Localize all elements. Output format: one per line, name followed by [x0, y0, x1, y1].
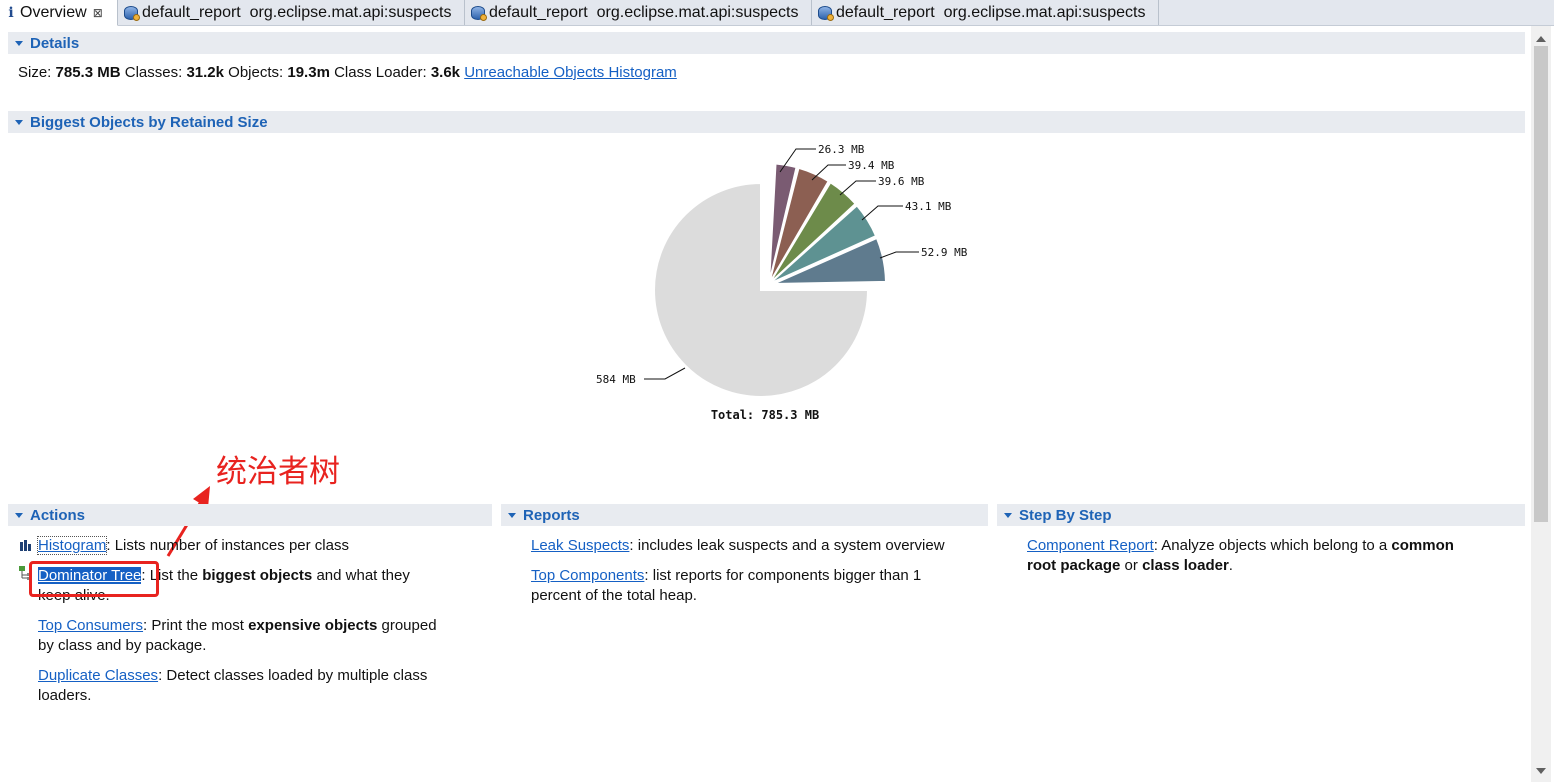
component-report-step: Component Report: Analyze objects which …	[1027, 537, 1454, 574]
pie-slice	[653, 181, 870, 398]
scrollbar-thumb[interactable]	[1534, 46, 1548, 522]
pie-slice	[768, 166, 831, 285]
collapse-triangle-icon	[15, 512, 23, 518]
pie-total-label: Total: 785.3 MB	[711, 408, 819, 422]
pie-leader-line	[879, 251, 919, 259]
pie-leader-line	[839, 180, 876, 196]
tab-overview[interactable]: i Overview ⊠	[0, 0, 118, 26]
biggest-objects-section-header[interactable]: Biggest Objects by Retained Size	[8, 111, 1525, 133]
tab-default-report-1[interactable]: default_report org.eclipse.mat.api:suspe…	[118, 0, 465, 25]
pie-slice	[768, 180, 857, 285]
class-loader-value: 3.6k	[430, 64, 461, 81]
pie-slice-label: 52.9 MB	[921, 246, 968, 259]
actions-section-header[interactable]: Actions	[8, 504, 492, 526]
pie-leader-line	[861, 205, 903, 221]
annotation-highlight-box	[29, 561, 159, 597]
top-consumers-action: Top Consumers: Print the most expensive …	[38, 617, 437, 654]
pie-leader-line	[779, 148, 816, 173]
section-title: Step By Step	[1019, 506, 1112, 524]
pie-slice-label: 39.6 MB	[878, 175, 925, 188]
section-title: Biggest Objects by Retained Size	[30, 113, 268, 131]
section-title: Reports	[523, 506, 580, 524]
pie-leader-line	[811, 164, 846, 181]
dominator-tree-link[interactable]: Dominator Tree	[36, 566, 143, 585]
classes-value: 31.2k	[186, 64, 224, 81]
histogram-icon	[20, 540, 32, 551]
scroll-up-arrow-icon[interactable]	[1536, 36, 1546, 42]
reports-section-header[interactable]: Reports	[501, 504, 988, 526]
tab-label: Overview	[20, 3, 87, 21]
collapse-triangle-icon	[15, 119, 23, 125]
vertical-scrollbar[interactable]	[1531, 26, 1551, 782]
database-icon	[471, 5, 487, 21]
database-icon	[818, 5, 834, 21]
leak-suspects-report: Leak Suspects: includes leak suspects an…	[531, 537, 945, 554]
tab-label: default_report org.eclipse.mat.api:suspe…	[489, 3, 799, 21]
unreachable-objects-histogram-link[interactable]: Unreachable Objects Histogram	[464, 64, 677, 81]
size-value: 785.3 MB	[55, 64, 121, 81]
tab-default-report-3[interactable]: default_report org.eclipse.mat.api:suspe…	[812, 0, 1159, 25]
histogram-action: Histogram: Lists number of instances per…	[36, 536, 349, 555]
duplicate-classes-link[interactable]: Duplicate Classes	[38, 667, 159, 684]
pie-slice-label: 43.1 MB	[905, 200, 952, 213]
details-summary: Size: 785.3 MB Classes: 31.2k Objects: 1…	[18, 64, 677, 81]
details-section-header[interactable]: Details	[8, 32, 1525, 54]
collapse-triangle-icon	[1004, 512, 1012, 518]
annotation-label: 统治者树	[216, 454, 340, 490]
tab-label: default_report org.eclipse.mat.api:suspe…	[142, 3, 452, 21]
pie-slice	[772, 236, 887, 285]
pie-slice	[768, 162, 798, 285]
objects-value: 19.3m	[287, 64, 330, 81]
pie-slice-label: 26.3 MB	[818, 143, 865, 156]
info-icon: i	[8, 4, 14, 21]
step-by-step-section-header[interactable]: Step By Step	[997, 504, 1525, 526]
collapse-triangle-icon	[15, 40, 23, 46]
tab-label: default_report org.eclipse.mat.api:suspe…	[836, 3, 1146, 21]
pie-slice-label: 584 MB	[596, 373, 636, 386]
component-report-link[interactable]: Component Report	[1027, 537, 1154, 554]
top-consumers-link[interactable]: Top Consumers	[38, 617, 144, 634]
editor-tab-bar: i Overview ⊠ default_report org.eclipse.…	[0, 0, 1554, 26]
scroll-down-arrow-icon[interactable]	[1536, 768, 1546, 774]
pie-leader-line	[644, 367, 686, 380]
tab-default-report-2[interactable]: default_report org.eclipse.mat.api:suspe…	[465, 0, 812, 25]
collapse-triangle-icon	[508, 512, 516, 518]
close-icon[interactable]: ⊠	[92, 5, 103, 20]
histogram-link[interactable]: Histogram	[36, 536, 108, 555]
top-components-report: Top Components: list reports for compone…	[531, 567, 922, 604]
duplicate-classes-action: Duplicate Classes: Detect classes loaded…	[38, 667, 428, 704]
database-icon	[124, 5, 140, 21]
pie-slice	[768, 203, 878, 285]
pie-slice-label: 39.4 MB	[848, 159, 895, 172]
section-title: Actions	[30, 506, 86, 524]
section-title: Details	[30, 34, 80, 52]
top-components-link[interactable]: Top Components	[531, 567, 645, 584]
leak-suspects-link[interactable]: Leak Suspects	[531, 537, 630, 554]
